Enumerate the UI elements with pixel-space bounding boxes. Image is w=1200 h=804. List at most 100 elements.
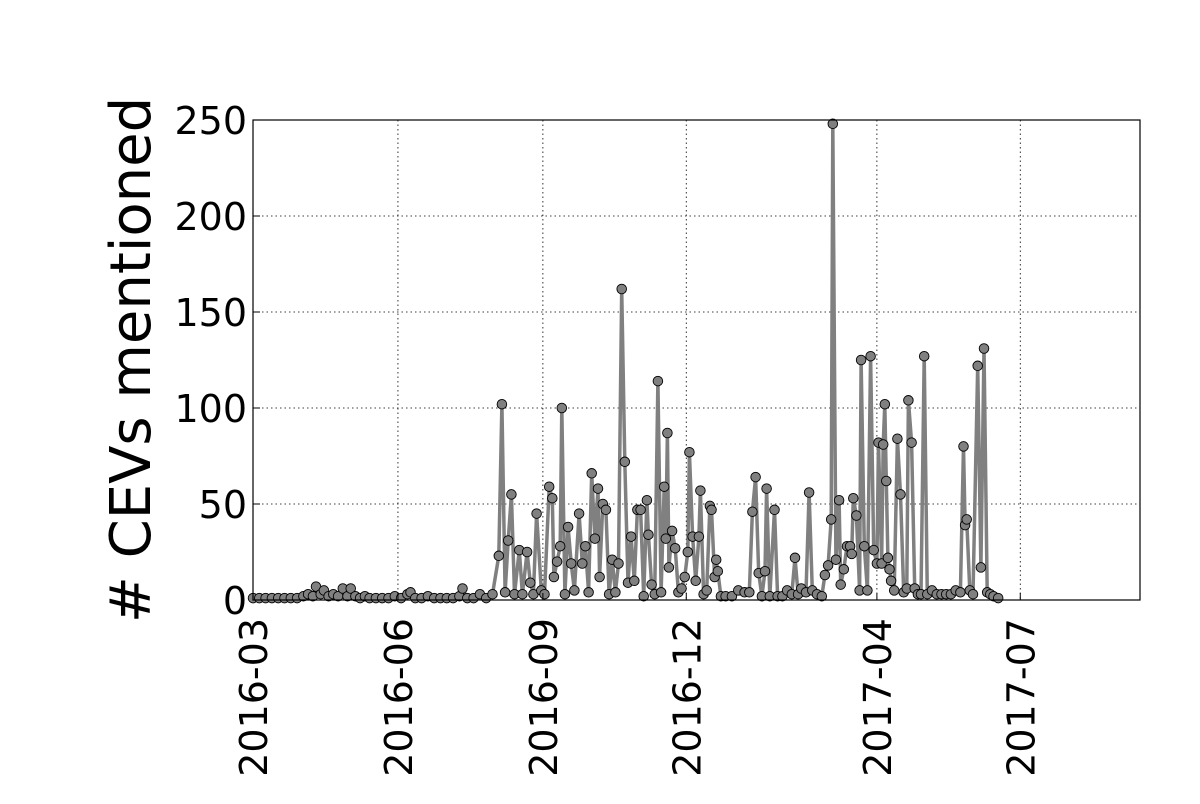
data-point: [619, 456, 631, 468]
data-point: [506, 489, 517, 500]
data-point: [583, 587, 594, 598]
data-point: [879, 398, 891, 410]
data-point: [556, 402, 568, 414]
data-point: [868, 544, 879, 556]
data-point: [822, 560, 834, 571]
gridlines: [252, 119, 1140, 601]
data-point: [884, 564, 895, 575]
data-point: [955, 587, 966, 598]
data-point: [669, 542, 681, 554]
x-tick-label: 2016-12: [665, 618, 709, 777]
data-point: [548, 571, 560, 583]
data-point: [712, 565, 724, 577]
data-point: [551, 556, 563, 567]
data-point: [525, 577, 536, 588]
data-point: [684, 446, 695, 458]
data-point: [888, 585, 900, 596]
data-point: [759, 565, 771, 577]
x-tick-label: 2017-04: [856, 618, 900, 777]
y-tick-label: 250: [174, 99, 247, 143]
data-point: [848, 492, 859, 504]
data-point: [975, 562, 987, 573]
y-tick-label: 100: [174, 387, 247, 431]
data-point: [967, 588, 979, 600]
data-point: [838, 564, 850, 575]
data-point: [646, 579, 657, 590]
data-point: [487, 588, 498, 600]
data-point: [499, 587, 511, 598]
data-point: [747, 506, 758, 517]
data-point: [835, 579, 846, 590]
data-point: [679, 571, 690, 583]
data-point: [906, 437, 917, 448]
data-point: [682, 546, 694, 558]
data-point: [592, 483, 604, 494]
data-point: [972, 360, 983, 372]
data-point: [992, 592, 1004, 604]
data-point: [643, 529, 654, 540]
data-point: [345, 583, 356, 594]
data-point: [652, 375, 664, 387]
data-point: [895, 489, 906, 500]
data-point: [573, 508, 585, 519]
data-point: [517, 588, 528, 600]
data-point: [577, 558, 588, 569]
data-point: [663, 562, 675, 573]
data-point: [625, 531, 637, 542]
data-point: [695, 485, 706, 496]
data-point: [554, 540, 566, 552]
data-point: [690, 575, 701, 587]
data-point: [580, 540, 591, 552]
data-point: [586, 468, 597, 479]
data-point: [830, 554, 842, 565]
data-point: [594, 571, 605, 583]
data-point: [750, 471, 761, 483]
data-point: [589, 533, 601, 544]
y-tick-label: 50: [199, 483, 247, 527]
data-point: [569, 585, 580, 596]
data-point: [502, 535, 514, 546]
data-point: [903, 395, 914, 406]
data-point: [641, 494, 653, 506]
y-axis-ticks: 0 50 100 150 200 250: [174, 99, 260, 623]
data-point: [816, 590, 828, 602]
data-point: [660, 533, 672, 544]
data-point: [701, 585, 712, 596]
data-point: [496, 398, 508, 410]
data-point: [882, 552, 894, 564]
data-point: [862, 585, 873, 596]
data-point: [789, 552, 801, 564]
data-point: [710, 554, 722, 565]
x-tick-label: 2016-03: [232, 618, 276, 777]
x-tick-label: 2016-06: [377, 618, 421, 777]
data-point: [565, 558, 577, 569]
data-point: [833, 494, 845, 506]
x-axis-ticks: 2016-03 2016-06 2016-09 2016-12 2017-04 2017-…: [232, 593, 1043, 777]
y-tick-label: 150: [174, 291, 247, 335]
data-point: [676, 583, 687, 594]
y-axis-label: # CEVs mentioned: [99, 97, 164, 623]
data-point: [803, 487, 815, 498]
series-line: [253, 122, 999, 600]
data-point: [769, 504, 780, 516]
data-point: [885, 575, 897, 587]
data-point: [658, 481, 670, 492]
data-point: [819, 569, 831, 581]
data-point: [825, 514, 837, 525]
data-point: [693, 531, 705, 542]
data-point: [493, 550, 505, 562]
data-point: [958, 441, 969, 452]
data-point: [613, 558, 624, 569]
data-markers: [247, 118, 1004, 604]
x-tick-label: 2017-07: [999, 618, 1043, 777]
y-tick-label: 0: [223, 579, 247, 623]
data-point: [610, 587, 621, 598]
series-line-layer: [253, 122, 999, 600]
data-point: [859, 540, 870, 552]
data-point: [855, 354, 867, 366]
plot-area-frame: [252, 119, 1141, 601]
data-point: [918, 350, 930, 362]
data-point: [457, 583, 468, 594]
data-point: [543, 481, 555, 492]
